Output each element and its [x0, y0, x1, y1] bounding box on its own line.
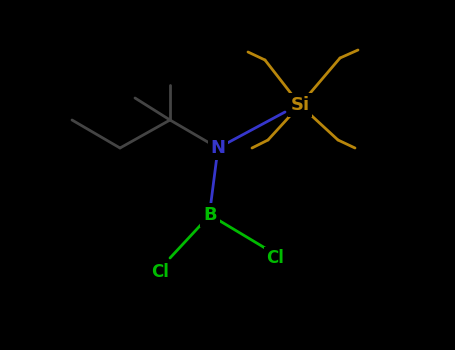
Text: Si: Si: [290, 96, 309, 114]
Text: N: N: [211, 139, 226, 157]
Text: B: B: [203, 206, 217, 224]
Text: Cl: Cl: [266, 249, 284, 267]
Text: Cl: Cl: [151, 263, 169, 281]
